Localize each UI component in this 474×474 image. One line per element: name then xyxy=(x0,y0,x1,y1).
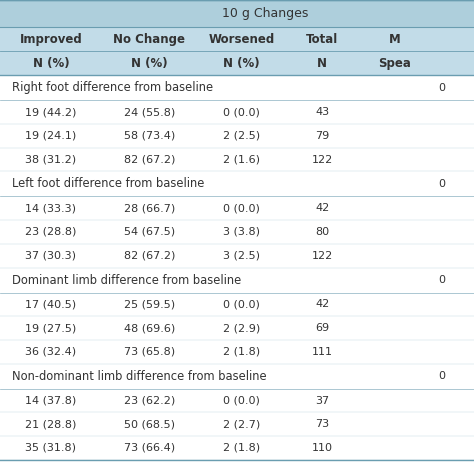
Text: 73 (66.4): 73 (66.4) xyxy=(124,443,175,453)
Bar xyxy=(0,0,474,27)
Bar xyxy=(0,267,474,292)
Text: 2 (2.9): 2 (2.9) xyxy=(223,323,260,333)
Text: 73: 73 xyxy=(315,419,329,429)
Text: 122: 122 xyxy=(312,251,333,261)
Text: 43: 43 xyxy=(315,107,329,117)
Text: 21 (28.8): 21 (28.8) xyxy=(25,419,77,429)
Text: 50 (68.5): 50 (68.5) xyxy=(124,419,175,429)
Text: 37: 37 xyxy=(315,396,329,406)
Text: 0: 0 xyxy=(438,275,446,285)
Text: 0 (0.0): 0 (0.0) xyxy=(223,203,260,213)
Bar xyxy=(0,75,474,100)
Text: 14 (37.8): 14 (37.8) xyxy=(25,396,77,406)
Text: 24 (55.8): 24 (55.8) xyxy=(124,107,175,117)
Bar xyxy=(0,364,474,389)
Text: 111: 111 xyxy=(312,347,333,357)
Bar xyxy=(0,244,474,267)
Text: Left foot difference from baseline: Left foot difference from baseline xyxy=(12,177,204,191)
Bar xyxy=(0,124,474,148)
Text: 122: 122 xyxy=(312,155,333,164)
Text: 0: 0 xyxy=(438,371,446,381)
Text: N (%): N (%) xyxy=(131,57,168,70)
Text: N (%): N (%) xyxy=(223,57,260,70)
Text: 82 (67.2): 82 (67.2) xyxy=(124,251,175,261)
Text: N (%): N (%) xyxy=(33,57,69,70)
Text: 36 (32.4): 36 (32.4) xyxy=(26,347,76,357)
Text: 19 (27.5): 19 (27.5) xyxy=(25,323,77,333)
Bar xyxy=(0,292,474,316)
Text: 19 (24.1): 19 (24.1) xyxy=(25,131,77,141)
Text: 0 (0.0): 0 (0.0) xyxy=(223,300,260,310)
Text: Worsened: Worsened xyxy=(209,33,275,46)
Text: 23 (28.8): 23 (28.8) xyxy=(25,227,77,237)
Text: 2 (2.7): 2 (2.7) xyxy=(223,419,260,429)
Bar xyxy=(0,389,474,412)
Bar xyxy=(0,340,474,364)
Text: Dominant limb difference from baseline: Dominant limb difference from baseline xyxy=(12,273,241,287)
Bar xyxy=(0,220,474,244)
Text: 23 (62.2): 23 (62.2) xyxy=(124,396,175,406)
Text: 2 (1.8): 2 (1.8) xyxy=(223,347,260,357)
Text: 2 (2.5): 2 (2.5) xyxy=(223,131,260,141)
Text: 28 (66.7): 28 (66.7) xyxy=(124,203,175,213)
Text: 0 (0.0): 0 (0.0) xyxy=(223,396,260,406)
Text: 110: 110 xyxy=(312,443,333,453)
Text: 14 (33.3): 14 (33.3) xyxy=(26,203,76,213)
Text: 80: 80 xyxy=(315,227,329,237)
Text: N: N xyxy=(317,57,328,70)
Text: 82 (67.2): 82 (67.2) xyxy=(124,155,175,164)
Text: 37 (30.3): 37 (30.3) xyxy=(26,251,76,261)
Bar xyxy=(0,51,474,75)
Text: 3 (2.5): 3 (2.5) xyxy=(223,251,260,261)
Text: Spea: Spea xyxy=(378,57,411,70)
Bar xyxy=(0,316,474,340)
Text: 2 (1.6): 2 (1.6) xyxy=(223,155,260,164)
Text: 58 (73.4): 58 (73.4) xyxy=(124,131,175,141)
Text: Total: Total xyxy=(306,33,338,46)
Text: 48 (69.6): 48 (69.6) xyxy=(124,323,175,333)
Text: No Change: No Change xyxy=(113,33,185,46)
Text: 79: 79 xyxy=(315,131,329,141)
Text: 17 (40.5): 17 (40.5) xyxy=(26,300,76,310)
Bar xyxy=(0,172,474,196)
Bar xyxy=(0,412,474,436)
Text: 42: 42 xyxy=(315,203,329,213)
Text: 0: 0 xyxy=(438,179,446,189)
Text: Improved: Improved xyxy=(19,33,82,46)
Text: 73 (65.8): 73 (65.8) xyxy=(124,347,175,357)
Text: 19 (44.2): 19 (44.2) xyxy=(25,107,77,117)
Bar xyxy=(0,27,474,51)
Text: 42: 42 xyxy=(315,300,329,310)
Bar xyxy=(0,436,474,460)
Text: 69: 69 xyxy=(315,323,329,333)
Text: 0 (0.0): 0 (0.0) xyxy=(223,107,260,117)
Text: Non-dominant limb difference from baseline: Non-dominant limb difference from baseli… xyxy=(12,370,266,383)
Text: Right foot difference from baseline: Right foot difference from baseline xyxy=(12,81,213,94)
Bar xyxy=(0,148,474,172)
Bar xyxy=(0,100,474,124)
Text: 2 (1.8): 2 (1.8) xyxy=(223,443,260,453)
Text: 10 g Changes: 10 g Changes xyxy=(222,7,309,20)
Text: 3 (3.8): 3 (3.8) xyxy=(223,227,260,237)
Text: 38 (31.2): 38 (31.2) xyxy=(26,155,76,164)
Text: 35 (31.8): 35 (31.8) xyxy=(26,443,76,453)
Text: 0: 0 xyxy=(438,83,446,93)
Text: 25 (59.5): 25 (59.5) xyxy=(124,300,175,310)
Text: M: M xyxy=(389,33,401,46)
Bar xyxy=(0,196,474,220)
Text: 54 (67.5): 54 (67.5) xyxy=(124,227,175,237)
